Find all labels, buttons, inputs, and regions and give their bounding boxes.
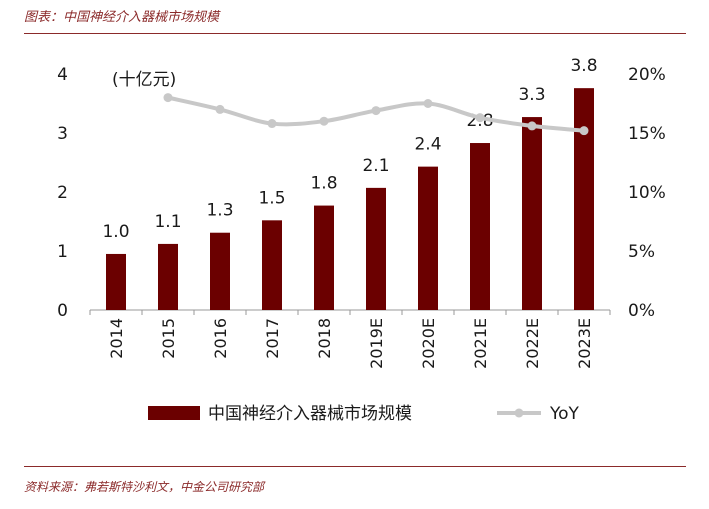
bar	[210, 232, 230, 310]
legend-bar-swatch	[148, 406, 200, 420]
bar	[522, 117, 542, 310]
bottom-divider	[24, 466, 686, 467]
x-axis-tick-label: 2023E	[575, 318, 594, 369]
x-axis-tick-label: 2019E	[367, 318, 386, 369]
bar	[366, 187, 386, 310]
legend-bar-label: 中国神经介入器械市场规模	[208, 404, 412, 424]
bar	[574, 88, 594, 310]
bar-data-label: 1.5	[258, 188, 285, 208]
bar-data-label: 1.0	[102, 222, 129, 242]
x-axis-tick-label: 2022E	[523, 318, 542, 369]
legend-line-label: YoY	[549, 404, 580, 424]
yoy-point	[579, 126, 589, 136]
figure-title: 图表：中国神经介入器械市场规模	[24, 10, 220, 25]
bar-data-label: 1.3	[206, 201, 233, 221]
right-axis-tick-label: 15%	[628, 124, 666, 144]
x-axis-tick-label: 2015	[159, 318, 178, 359]
yoy-point	[371, 106, 381, 116]
legend: 中国神经介入器械市场规模 YoY	[148, 404, 580, 424]
x-axis-tick-label: 2016	[211, 318, 230, 359]
unit-label: (十亿元)	[112, 70, 176, 90]
right-axis-tick-label: 0%	[628, 301, 655, 321]
left-axis-tick-label: 1	[57, 242, 68, 262]
yoy-point	[215, 104, 225, 114]
x-axis-tick-label: 2020E	[419, 318, 438, 369]
bar-series	[106, 88, 594, 310]
bar	[470, 143, 490, 310]
bar-data-label: 3.3	[518, 85, 545, 105]
legend-line-marker	[514, 408, 524, 418]
x-axis-tick-label: 2018	[315, 318, 334, 359]
x-axis-ticks: 2014 2015 2016 2017 2018 2019E 2020E 2021E 2022E…	[89, 310, 611, 369]
left-axis-tick-label: 2	[57, 183, 68, 203]
yoy-point	[475, 113, 485, 123]
left-axis-ticks: 0 1 2 3 4	[57, 65, 68, 321]
x-axis-tick-label: 2014	[107, 318, 126, 359]
bar	[158, 243, 178, 310]
yoy-line-series	[163, 93, 589, 136]
bar-data-label: 3.8	[570, 56, 597, 76]
bar-data-label: 1.1	[154, 212, 181, 232]
right-axis-tick-label: 10%	[628, 183, 666, 203]
bar-data-label: 1.8	[310, 174, 337, 194]
bar	[106, 253, 126, 310]
left-axis-tick-label: 0	[57, 301, 68, 321]
yoy-point	[163, 93, 173, 103]
yoy-point	[423, 99, 433, 108]
yoy-point	[267, 119, 277, 129]
right-axis-tick-label: 20%	[628, 65, 666, 85]
left-axis-tick-label: 3	[57, 124, 68, 144]
bar	[262, 220, 282, 310]
bar	[314, 205, 334, 310]
bar-data-label: 2.4	[414, 135, 441, 155]
yoy-point	[319, 116, 329, 126]
top-divider	[24, 33, 686, 34]
right-axis-tick-label: 5%	[628, 242, 655, 262]
source-note: 资料来源：弗若斯特沙利文，中金公司研究部	[24, 480, 265, 494]
x-axis-tick-label: 2017	[263, 318, 282, 359]
bar	[418, 166, 438, 310]
left-axis-tick-label: 4	[57, 65, 68, 85]
bar-data-label: 2.1	[362, 156, 389, 176]
x-axis-tick-label: 2021E	[471, 318, 490, 369]
yoy-point	[527, 121, 537, 131]
right-axis-ticks: 0% 5% 10% 15% 20%	[628, 65, 666, 321]
